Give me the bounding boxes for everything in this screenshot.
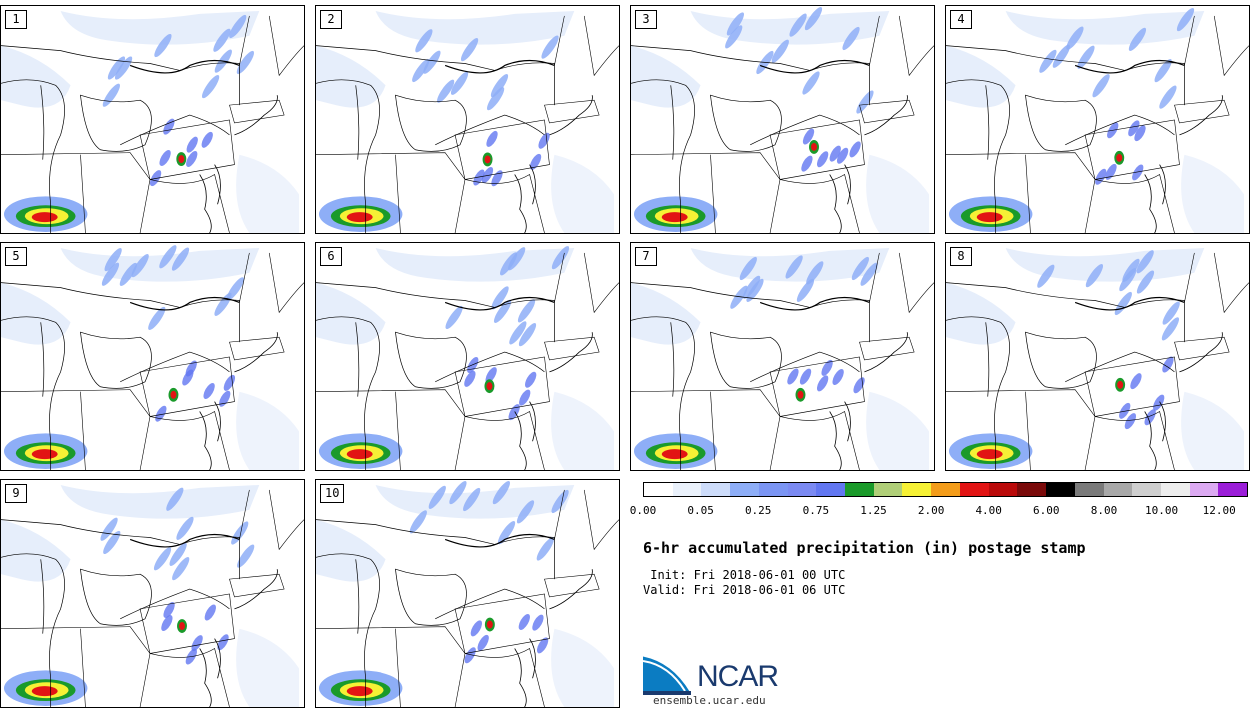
ncar-logo-icon: [643, 653, 693, 695]
colorbar-tick-label: 0.05: [687, 504, 714, 517]
precip-map: [1, 10, 304, 233]
member-number-label: 4: [950, 10, 972, 29]
member-number-label: 3: [635, 10, 657, 29]
precip-map: [631, 6, 934, 233]
colorbar-tick-label: 12.00: [1202, 504, 1236, 517]
ncar-logo-text: NCAR: [697, 660, 779, 693]
precip-map: [631, 247, 934, 470]
ensemble-member-panel: 4: [945, 5, 1250, 234]
precip-map: [1, 484, 304, 707]
member-number-label: 7: [635, 247, 657, 266]
colorbar-swatch: [758, 483, 788, 496]
colorbar-swatch: [730, 483, 759, 496]
member-number-label: 2: [320, 10, 342, 29]
member-number-label: 10: [320, 484, 345, 503]
colorbar-swatch: [959, 483, 989, 496]
ensemble-member-panel: 10: [315, 479, 620, 708]
ensemble-member-panel: 8: [945, 242, 1250, 471]
colorbar-tick-label: 0.25: [744, 504, 772, 517]
member-number-label: 6: [320, 247, 342, 266]
colorbar-swatch: [1103, 483, 1133, 496]
colorbar-tick-label: 8.00: [1090, 504, 1118, 517]
colorbar-swatch: [1132, 483, 1161, 496]
colorbar-tick-label: 0.75: [802, 504, 830, 517]
init-time: Init: Fri 2018-06-01 00 UTC: [643, 568, 846, 582]
ensemble-member-panel: 5: [0, 242, 305, 471]
precip-map: [1, 245, 304, 470]
precip-map: [946, 247, 1249, 470]
colorbar-swatch: [787, 483, 817, 496]
precip-colorbar: [643, 482, 1248, 497]
member-number-label: 1: [5, 10, 27, 29]
colorbar-swatch: [988, 483, 1018, 496]
ensemble-member-panel: 3: [630, 5, 935, 234]
precip-map: [316, 246, 619, 470]
colorbar-swatch: [672, 483, 702, 496]
ensemble-member-panel: 6: [315, 242, 620, 471]
member-number-label: 9: [5, 484, 27, 503]
colorbar-tick-label: 6.00: [1033, 504, 1060, 517]
figure-title: 6-hr accumulated precipitation (in) post…: [643, 539, 1086, 557]
colorbar-tick-label: 0.00: [629, 504, 657, 517]
colorbar-tick-label: 2.00: [917, 504, 945, 517]
website-link[interactable]: ensemble.ucar.edu: [653, 694, 766, 707]
precip-map: [316, 480, 619, 707]
colorbar-swatch: [1189, 483, 1219, 496]
colorbar-swatch: [1074, 483, 1104, 496]
ensemble-member-panel: 9: [0, 479, 305, 708]
colorbar-tick-label: 1.25: [860, 504, 887, 517]
colorbar-tick-label: 10.00: [1145, 504, 1179, 517]
member-number-label: 5: [5, 247, 27, 266]
colorbar-swatch: [902, 483, 932, 496]
member-number-label: 8: [950, 247, 972, 266]
colorbar-swatch: [701, 483, 731, 496]
precip-map: [316, 10, 619, 233]
colorbar-swatch: [873, 483, 903, 496]
colorbar-swatch: [644, 483, 673, 496]
precip-map: [946, 7, 1249, 233]
ensemble-member-panel: 1: [0, 5, 305, 234]
ensemble-member-panel: 7: [630, 242, 935, 471]
colorbar-swatch: [931, 483, 960, 496]
colorbar-swatch: [845, 483, 874, 496]
colorbar-swatch: [816, 483, 846, 496]
colorbar-swatch: [1017, 483, 1047, 496]
colorbar-swatch: [1160, 483, 1190, 496]
colorbar-swatch: [1046, 483, 1075, 496]
colorbar-tick-label: 4.00: [975, 504, 1002, 517]
colorbar-swatch: [1218, 483, 1248, 496]
ensemble-member-panel: 2: [315, 5, 620, 234]
valid-time: Valid: Fri 2018-06-01 06 UTC: [643, 583, 846, 597]
